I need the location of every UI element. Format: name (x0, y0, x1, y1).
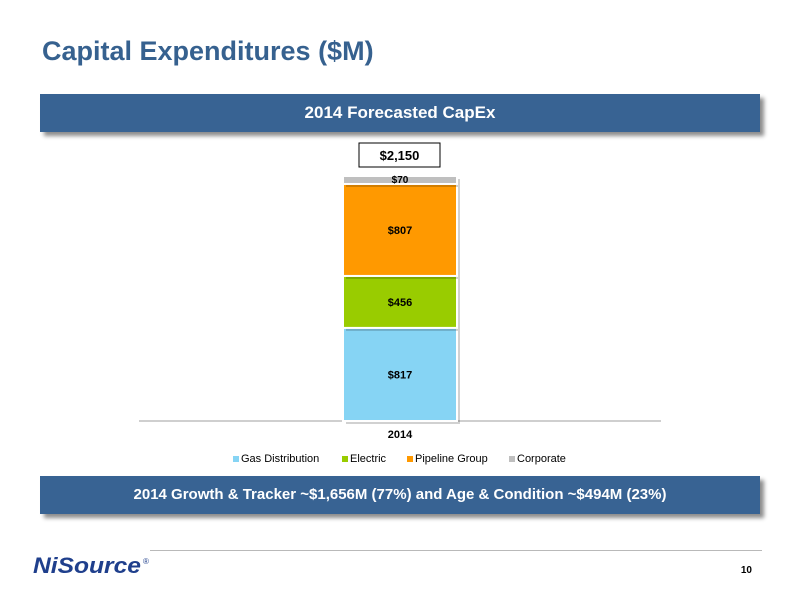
company-logo: NiSource ® (33, 553, 149, 578)
slide-title: Capital Expenditures ($M) (42, 36, 374, 66)
legend-swatch (407, 456, 413, 462)
summary-banner: 2014 Growth & Tracker ~$1,656M (77%) and… (40, 476, 760, 514)
data-label-gas-distribution: $817 (388, 369, 412, 381)
total-label-box (358, 142, 441, 168)
legend-swatch (342, 456, 348, 462)
bar-segment-gas-distribution (342, 326, 458, 422)
data-label-corporate: $70 (392, 175, 409, 186)
segment-label-group: $817 $456 $807 $70 (388, 175, 412, 381)
legend-swatch (509, 456, 515, 462)
bar-segment-corporate (342, 175, 458, 185)
logo-wordmark: NiSource (33, 553, 141, 578)
bar-stack-group (342, 175, 460, 424)
data-label-electric: $456 (388, 297, 412, 309)
registered-mark: ® (143, 557, 149, 566)
legend-label: Pipeline Group (415, 453, 488, 465)
page-number: 10 (740, 565, 752, 576)
legend-label: Corporate (517, 453, 566, 465)
x-tick-label: 2014 (388, 429, 413, 441)
legend-label: Gas Distribution (241, 453, 319, 465)
legend: Gas Distribution Electric Pipeline Group Co… (233, 453, 566, 465)
legend-label: Electric (350, 453, 387, 465)
data-label-pipeline-group: $807 (388, 225, 412, 237)
legend-swatch (233, 456, 239, 462)
footer-divider (150, 550, 762, 551)
total-label: $2,150 (380, 148, 420, 163)
forecast-banner: 2014 Forecasted CapEx (40, 94, 760, 132)
